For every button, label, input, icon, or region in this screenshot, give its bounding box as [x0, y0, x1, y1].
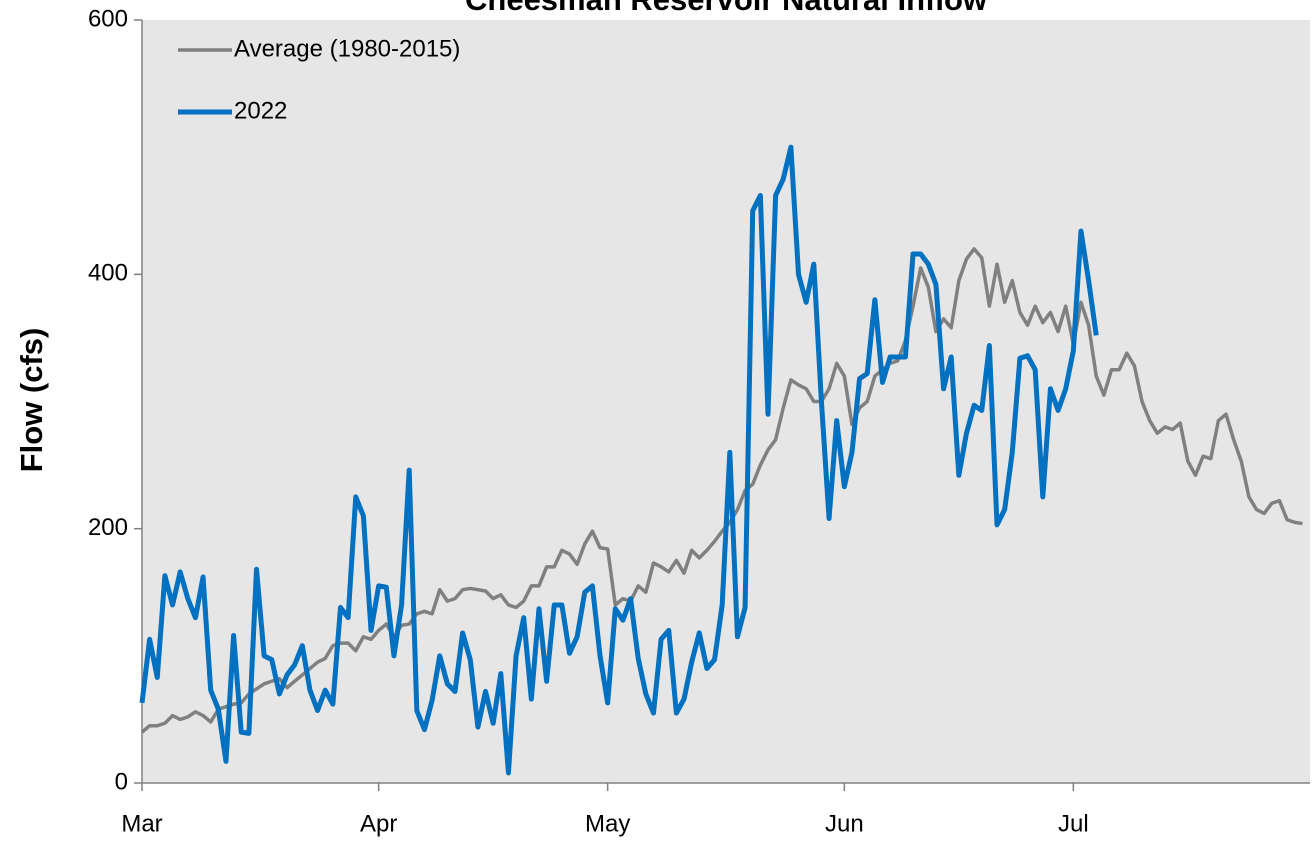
x-tick-label: Jul: [1058, 810, 1089, 837]
y-axis-label: Flow (cfs): [14, 328, 49, 473]
y-tick-label: 200: [88, 514, 128, 541]
x-tick-label: Mar: [121, 810, 162, 837]
x-tick-label: Apr: [360, 810, 397, 837]
x-tick-label: Jun: [825, 810, 864, 837]
x-tick-label: May: [585, 810, 630, 837]
chart-title: Cheesman Reservoir Natural Inflow: [465, 0, 988, 17]
plot-area: [142, 20, 1310, 783]
y-tick-label: 400: [88, 260, 128, 287]
y-tick-label: 600: [88, 5, 128, 32]
legend-label: Average (1980-2015): [234, 35, 460, 62]
series-line: [139, 144, 1099, 776]
legend-label: 2022: [234, 97, 287, 124]
y-tick-label: 0: [115, 768, 128, 795]
